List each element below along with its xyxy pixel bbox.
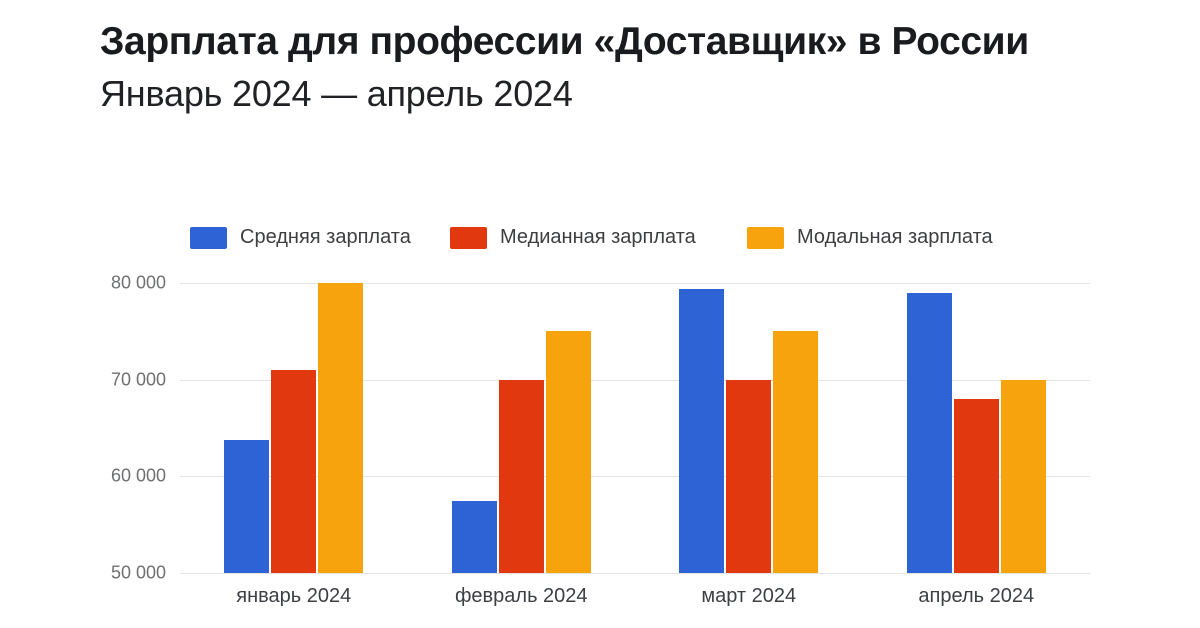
chart-bar xyxy=(498,379,544,573)
legend-swatch-icon xyxy=(747,226,784,249)
gridline xyxy=(180,573,1090,574)
gridline xyxy=(180,283,1090,284)
bar-group xyxy=(408,283,636,573)
chart-bar xyxy=(271,370,317,573)
x-category-label: январь 2024 xyxy=(236,585,352,607)
chart-subtitle: Январь 2024 — апрель 2024 xyxy=(100,73,573,114)
x-category-label: апрель 2024 xyxy=(918,585,1035,607)
chart-bar xyxy=(773,331,819,573)
chart-legend: Средняя зарплата Медианная зарплата Модаль… xyxy=(0,226,1200,252)
bar-group xyxy=(180,283,408,573)
legend-label: Модальная зарплата xyxy=(797,226,993,248)
x-category-label: февраль 2024 xyxy=(454,585,588,607)
x-category-label: март 2024 xyxy=(701,585,797,607)
legend-item: Модальная зарплата xyxy=(747,226,993,249)
bar-group xyxy=(635,283,863,573)
chart-bar xyxy=(1000,379,1046,573)
y-tick-label: 50 000 xyxy=(110,562,166,583)
chart-bar xyxy=(545,331,591,573)
chart-title: Зарплата для профессии «Доставщик» в Рос… xyxy=(100,20,1029,63)
chart-bar xyxy=(953,399,999,573)
legend-label: Медианная зарплата xyxy=(500,226,696,248)
y-tick-label: 70 000 xyxy=(110,369,166,390)
y-tick-label: 80 000 xyxy=(110,272,166,293)
gridline xyxy=(180,476,1090,478)
gridline xyxy=(180,379,1090,381)
x-axis: январь 2024 февраль 2024 март 2024 апрель 2… xyxy=(180,585,1090,611)
legend-label: Средняя зарплата xyxy=(240,226,411,248)
bar-group xyxy=(863,283,1091,573)
chart-bar xyxy=(906,292,952,573)
chart-bar xyxy=(318,283,364,573)
chart-bar xyxy=(726,379,772,573)
legend-item: Медианная зарплата xyxy=(450,226,696,249)
plot-area xyxy=(180,283,1091,574)
y-tick-label: 60 000 xyxy=(110,465,166,486)
legend-swatch-icon xyxy=(190,226,227,249)
y-axis: 50 000 60 000 70 000 80 000 xyxy=(0,273,166,583)
legend-swatch-icon xyxy=(450,226,487,249)
chart-bar xyxy=(679,288,725,573)
chart-bar xyxy=(224,439,270,573)
chart-bar xyxy=(451,500,497,573)
legend-item: Средняя зарплата xyxy=(190,226,411,249)
